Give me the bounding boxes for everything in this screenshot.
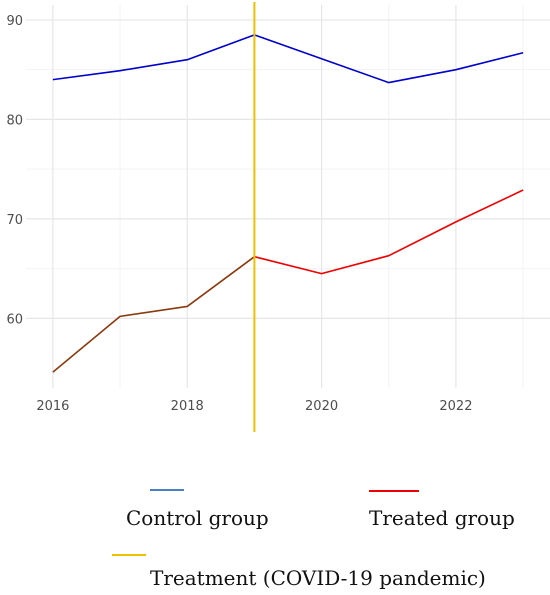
y-tick-label: 90 [6,14,23,29]
legend-label-treated: Treated group [369,506,515,530]
legend-swatch-treatment [112,554,146,556]
line-chart: 60 70 80 90 2016 2018 2020 2022 [6,2,550,432]
x-tick-label: 2016 [36,399,69,414]
x-tick-label: 2020 [305,399,338,414]
legend: Control group Treated group Treatment (C… [0,470,550,595]
x-tick-label: 2022 [439,399,472,414]
legend-swatch-treated [369,490,419,492]
legend-label-control: Control group [126,506,269,530]
legend-swatch-control [150,489,184,491]
treated-group-line-post [254,189,524,275]
y-tick-label: 60 [6,312,23,327]
y-axis-tick-labels: 60 70 80 90 [6,14,23,327]
treated-group-line-pre [52,256,255,373]
y-tick-label: 70 [6,213,23,228]
x-tick-label: 2018 [171,399,204,414]
y-tick-label: 80 [6,113,23,128]
legend-label-treatment: Treatment (COVID-19 pandemic) [150,566,486,590]
grid [26,5,550,388]
x-axis-tick-labels: 2016 2018 2020 2022 [36,399,472,414]
control-group-line [52,34,524,84]
series-lines [52,34,524,373]
